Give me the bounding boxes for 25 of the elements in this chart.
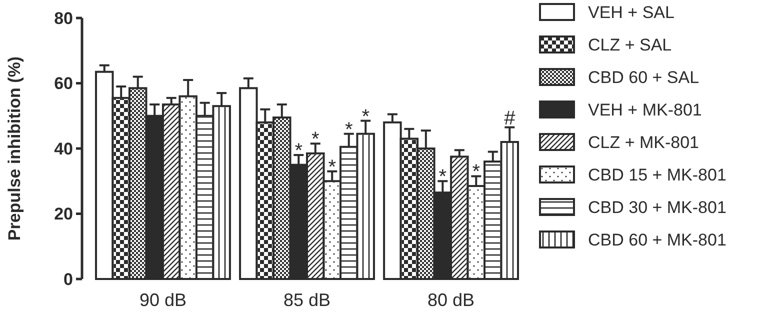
y-tick-label: 60 xyxy=(54,74,73,94)
legend-label: CLZ + MK-801 xyxy=(588,132,700,152)
x-tick-label: 90 dB xyxy=(139,290,186,310)
data-label: * xyxy=(294,140,303,162)
data-label: # xyxy=(504,107,516,130)
legend-label: CBD 30 + MK-801 xyxy=(588,198,726,217)
legend-label: CBD 60 + MK-801 xyxy=(588,230,726,250)
y-tick-label: 0 xyxy=(64,270,73,289)
y-tick-label: 40 xyxy=(54,139,73,158)
data-label: * xyxy=(362,106,370,128)
legend-label: CBD 15 + MK-801 xyxy=(588,165,726,184)
data-label: * xyxy=(311,128,320,151)
legend-label: CLZ + SAL xyxy=(588,35,672,54)
y-tick-label: 80 xyxy=(54,8,73,28)
data-label: * xyxy=(344,118,353,141)
data-label: * xyxy=(472,161,480,184)
y-tick-label: 20 xyxy=(54,204,73,224)
x-tick-label: 85 dB xyxy=(283,290,331,310)
data-label: * xyxy=(438,166,447,188)
x-tick-label: 80 dB xyxy=(428,290,475,310)
legend-label: CBD 60 + SAL xyxy=(588,68,700,87)
data-label: * xyxy=(328,156,336,178)
y-axis-title: Prepulse inhibition (%) xyxy=(5,56,24,241)
legend-label: VEH + MK-801 xyxy=(588,100,702,120)
legend-label: VEH + SAL xyxy=(588,2,674,22)
